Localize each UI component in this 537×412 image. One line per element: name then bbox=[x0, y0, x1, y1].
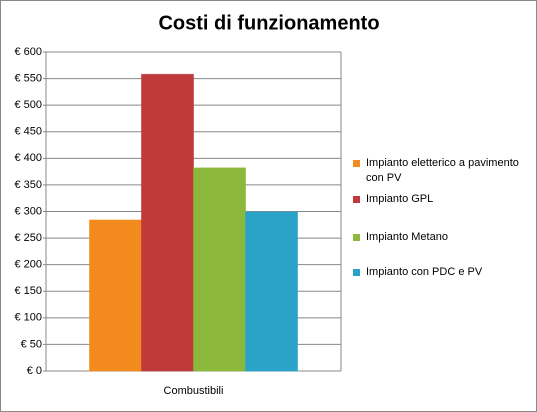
legend-label: Impianto GPL bbox=[366, 193, 434, 205]
y-tick-label: € 300 bbox=[14, 205, 42, 217]
y-tick-label: € 0 bbox=[27, 365, 42, 377]
y-tick-label: € 600 bbox=[14, 46, 42, 58]
legend-item: Impianto eletterico a pavimento con PV bbox=[353, 156, 533, 186]
legend-item: Impianto con PDC e PV bbox=[353, 265, 482, 280]
x-tick-label: Combustibili bbox=[164, 385, 224, 397]
y-tick-label: € 450 bbox=[14, 126, 42, 138]
y-tick-label: € 100 bbox=[14, 312, 42, 324]
chart-title: Costi di funzionamento bbox=[158, 12, 379, 34]
bar bbox=[193, 167, 246, 372]
legend-swatch bbox=[353, 160, 360, 167]
legend-swatch bbox=[353, 234, 360, 241]
y-tick-label: € 500 bbox=[14, 99, 42, 111]
legend-swatch bbox=[353, 196, 360, 203]
legend-label: Impianto con PDC e PV bbox=[366, 266, 483, 278]
y-tick-label: € 550 bbox=[14, 72, 42, 84]
legend-item: Impianto GPL bbox=[353, 192, 433, 207]
y-tick-label: € 400 bbox=[14, 152, 42, 164]
y-tick-label: € 350 bbox=[14, 179, 42, 191]
y-tick-label: € 50 bbox=[21, 338, 42, 350]
bar bbox=[245, 211, 298, 372]
legend-swatch bbox=[353, 269, 360, 276]
bar bbox=[89, 219, 142, 372]
y-tick-label: € 150 bbox=[14, 285, 42, 297]
legend-item: Impianto Metano bbox=[353, 230, 448, 245]
y-tick-label: € 200 bbox=[14, 259, 42, 271]
bar bbox=[141, 73, 194, 372]
legend-label: Impianto eletterico a pavimento con PV bbox=[366, 157, 519, 184]
y-tick-label: € 250 bbox=[14, 232, 42, 244]
legend-label: Impianto Metano bbox=[366, 231, 448, 243]
